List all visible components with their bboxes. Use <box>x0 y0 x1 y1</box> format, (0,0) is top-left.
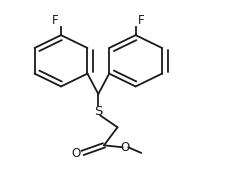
Text: S: S <box>94 105 102 118</box>
Text: O: O <box>120 141 129 154</box>
Text: O: O <box>71 147 80 160</box>
Text: F: F <box>137 13 144 26</box>
Text: F: F <box>52 13 58 26</box>
